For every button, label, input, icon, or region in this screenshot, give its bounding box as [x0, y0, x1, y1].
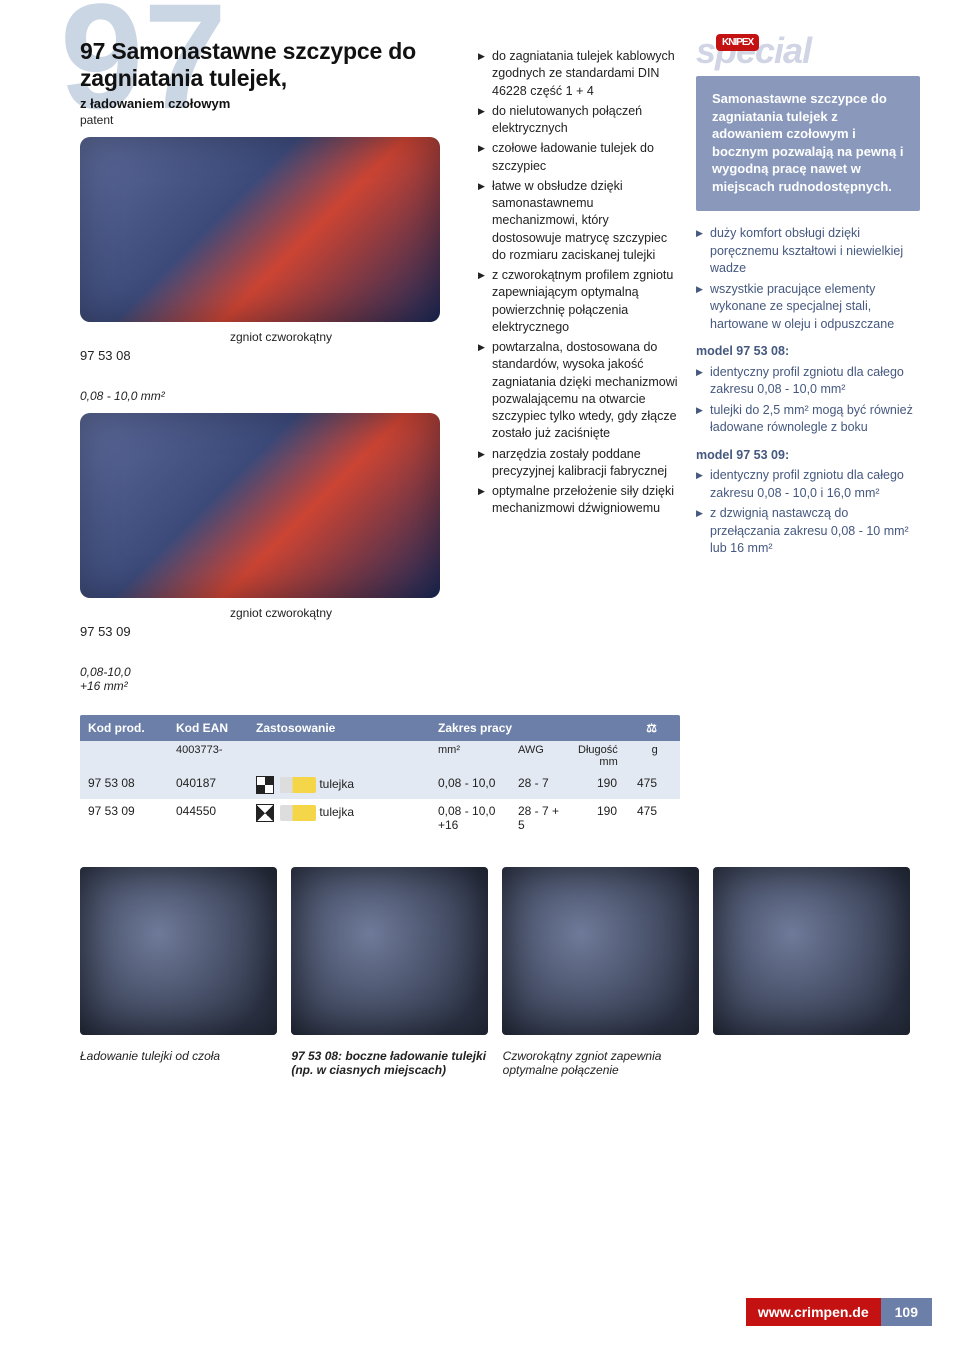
tool2-range: 0,08-10,0 +16 mm²	[80, 665, 460, 693]
right-feature-item: duży komfort obsługi dzięki poręcznemu k…	[696, 225, 920, 278]
cell-zastosowanie: tulejka	[248, 771, 430, 799]
cell-weight: 475	[625, 799, 665, 837]
caption-1: Ładowanie tulejki od czoła	[80, 1049, 277, 1077]
crimp-icon	[256, 804, 274, 822]
tsub-length: Długość mm	[570, 741, 626, 771]
detail-photo-1	[80, 867, 277, 1035]
page-title: 97 Samonastawne szczypce do zagniatania …	[80, 38, 460, 92]
page-footer: www.crimpen.de 109	[746, 1298, 932, 1326]
table-header: Kod prod. Kod EAN Zastosowanie Zakres pr…	[80, 715, 680, 741]
feature-item: narzędzia zostały poddane precyzyjnej ka…	[478, 446, 678, 481]
ferrule-icon	[280, 805, 316, 821]
th-zastosowanie: Zastosowanie	[248, 715, 430, 741]
tool1-shape: zgniot czworokątny	[230, 330, 460, 344]
detail-photo-2	[291, 867, 488, 1035]
cell-weight: 475	[625, 771, 665, 799]
feature-item: do zagniatania tulejek kablowych zgodnyc…	[478, 48, 678, 100]
page-subtitle: z ładowaniem czołowym	[80, 96, 460, 111]
right-feature-item: identyczny profil zgniotu dla całego zak…	[696, 467, 920, 502]
cell-length: 190	[570, 771, 625, 799]
product-table: Kod prod. Kod EAN Zastosowanie Zakres pr…	[80, 715, 680, 837]
cell-zastosowanie: tulejka	[248, 799, 430, 837]
cell-awg: 28 - 7	[510, 771, 570, 799]
feature-list: do zagniatania tulejek kablowych zgodnyc…	[478, 48, 678, 518]
tool-image-2	[80, 413, 440, 598]
detail-photo-4	[713, 867, 910, 1035]
tool1-range: 0,08 - 10,0 mm²	[80, 389, 460, 403]
feature-item: optymalne przełożenie siły dzięki mechan…	[478, 483, 678, 518]
knipex-badge: KNIPEX	[716, 34, 759, 51]
cell-ean: 040187	[168, 771, 248, 799]
tool2-model: 97 53 09	[80, 624, 460, 639]
cell-ean: 044550	[168, 799, 248, 837]
th-blank	[570, 715, 625, 741]
caption-3: Czworokątny zgniot zapewnia optymalne po…	[503, 1049, 700, 1077]
ferrule-icon	[280, 777, 316, 793]
special-logo: KNIPEX special	[696, 30, 920, 72]
right-feature-list: duży komfort obsługi dzięki poręcznemu k…	[696, 225, 920, 558]
right-feature-item: z dzwignią nastawczą do przełączania zak…	[696, 505, 920, 558]
crimp-icon	[256, 776, 274, 794]
cell-length: 190	[570, 799, 625, 837]
table-row: 97 53 09044550 tulejka0,08 - 10,0 +1628 …	[80, 799, 680, 837]
th-kod-ean: Kod EAN	[168, 715, 248, 741]
caption-2: 97 53 08: boczne ładowanie tulejki (np. …	[291, 1049, 488, 1077]
right-feature-item: identyczny profil zgniotu dla całego zak…	[696, 364, 920, 399]
table-subheader: 4003773- mm² AWG Długość mm g	[80, 741, 680, 771]
th-kod-prod: Kod prod.	[80, 715, 168, 741]
tsub-ean-prefix: 4003773-	[168, 741, 248, 771]
title-text: Samonastawne szczypce do zagniatania tul…	[80, 38, 416, 91]
tool-image-1	[80, 137, 440, 322]
tsub-awg: AWG	[510, 741, 570, 771]
tool1-model: 97 53 08	[80, 348, 460, 363]
highlight-box: Samonastawne szczypce do zagniatania tul…	[696, 76, 920, 211]
feature-item: z czworokątnym profilem zgniotu zapewnia…	[478, 267, 678, 336]
highlight-text: Samonastawne szczypce do zagniatania tul…	[712, 91, 903, 194]
patent-label: patent	[80, 113, 460, 127]
tsub-g: g	[626, 741, 666, 771]
th-zakres: Zakres pracy	[430, 715, 570, 741]
tsub-mm2: mm²	[430, 741, 510, 771]
right-feature-item: wszystkie pracujące elementy wykonane ze…	[696, 281, 920, 334]
detail-photo-3	[502, 867, 699, 1035]
right-model-heading: model 97 53 09:	[696, 447, 920, 465]
footer-page-number: 109	[881, 1298, 932, 1326]
feature-item: łatwe w obsłudze dzięki samonastawnemu m…	[478, 178, 678, 264]
footer-url: www.crimpen.de	[746, 1298, 881, 1326]
feature-item: czołowe ładowanie tulejek do szczypiec	[478, 140, 678, 175]
cell-kod-prod: 97 53 08	[80, 771, 168, 799]
table-row: 97 53 08040187 tulejka0,08 - 10,028 - 71…	[80, 771, 680, 799]
detail-photo-row	[80, 867, 910, 1035]
cell-kod-prod: 97 53 09	[80, 799, 168, 837]
feature-item: do nielutowanych połączeń elektrycznych	[478, 103, 678, 138]
right-feature-item: tulejki do 2,5 mm² mogą być również łado…	[696, 402, 920, 437]
th-weight-icon: ⚖	[625, 715, 665, 741]
cell-mm2: 0,08 - 10,0	[430, 771, 510, 799]
title-number: 97	[80, 38, 105, 64]
feature-item: powtarzalna, dostosowana do standardów, …	[478, 339, 678, 443]
cell-mm2: 0,08 - 10,0 +16	[430, 799, 510, 837]
photo-captions: Ładowanie tulejki od czoła 97 53 08: boc…	[80, 1049, 700, 1077]
cell-awg: 28 - 7 + 5	[510, 799, 570, 837]
tool2-shape: zgniot czworokątny	[230, 606, 460, 620]
right-model-heading: model 97 53 08:	[696, 343, 920, 361]
